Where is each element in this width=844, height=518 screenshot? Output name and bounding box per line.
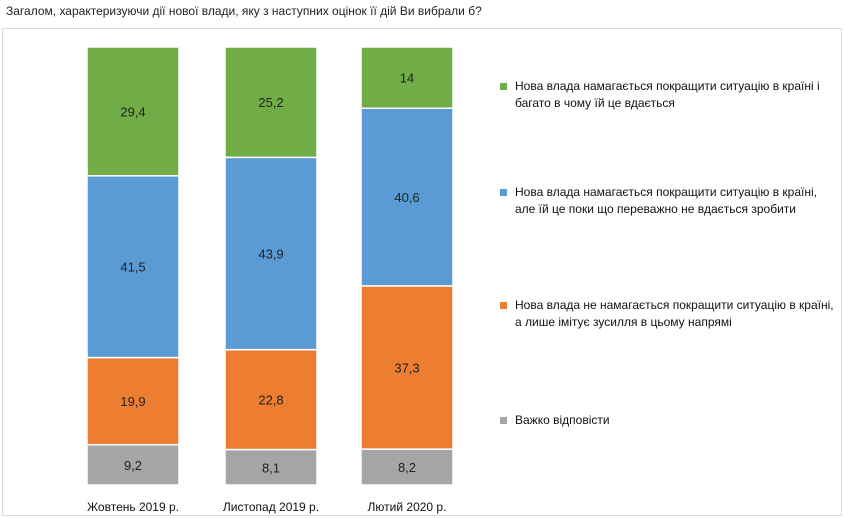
chart-frame (2, 28, 842, 516)
bar-segment (360, 46, 454, 110)
bar-segment (224, 156, 318, 351)
data-label: 40,6 (394, 190, 419, 205)
data-label: 41,5 (120, 260, 145, 275)
bar-segment (86, 46, 180, 177)
x-tick-label: Лютий 2020 р. (368, 500, 447, 514)
legend-item: Нова влада не намагається покращити ситу… (500, 297, 840, 330)
chart-legend: Нова влада намагається покращити ситуаці… (500, 0, 840, 518)
bar-segment (224, 448, 318, 486)
data-label: 22,8 (258, 393, 283, 408)
legend-swatch (500, 302, 507, 309)
data-label: 8,1 (262, 460, 280, 475)
x-tick-label: Жовтень 2019 р. (87, 500, 179, 514)
legend-label: Нова влада не намагається покращити ситу… (515, 298, 834, 329)
data-label: 37,3 (394, 361, 419, 376)
bar-segment (224, 348, 318, 451)
bar-segment (360, 448, 454, 486)
data-label: 43,9 (258, 247, 283, 262)
legend-swatch (500, 83, 507, 90)
bar-segment (224, 46, 318, 159)
data-label: 14 (400, 71, 414, 86)
bar-segment (86, 443, 180, 486)
legend-item: Нова влада намагається покращити ситуаці… (500, 184, 840, 217)
bar-segment (86, 175, 180, 359)
legend-swatch (500, 189, 507, 196)
data-label: 25,2 (258, 95, 283, 110)
legend-item: Важко відповісти (500, 412, 840, 429)
legend-label: Важко відповісти (515, 413, 610, 427)
data-label: 29,4 (120, 104, 145, 119)
legend-label: Нова влада намагається покращити ситуаці… (515, 79, 820, 110)
x-tick-label: Листопад 2019 р. (223, 500, 319, 514)
data-label: 19,9 (120, 394, 145, 409)
data-label: 8,2 (398, 460, 416, 475)
data-label: 9,2 (124, 458, 142, 473)
legend-label: Нова влада намагається покращити ситуаці… (515, 185, 817, 216)
legend-swatch (500, 417, 507, 424)
chart-title: Загалом, характеризуючи дії нової влади,… (6, 4, 482, 18)
legend-item: Нова влада намагається покращити ситуаці… (500, 78, 840, 111)
bar-segment (86, 356, 180, 446)
